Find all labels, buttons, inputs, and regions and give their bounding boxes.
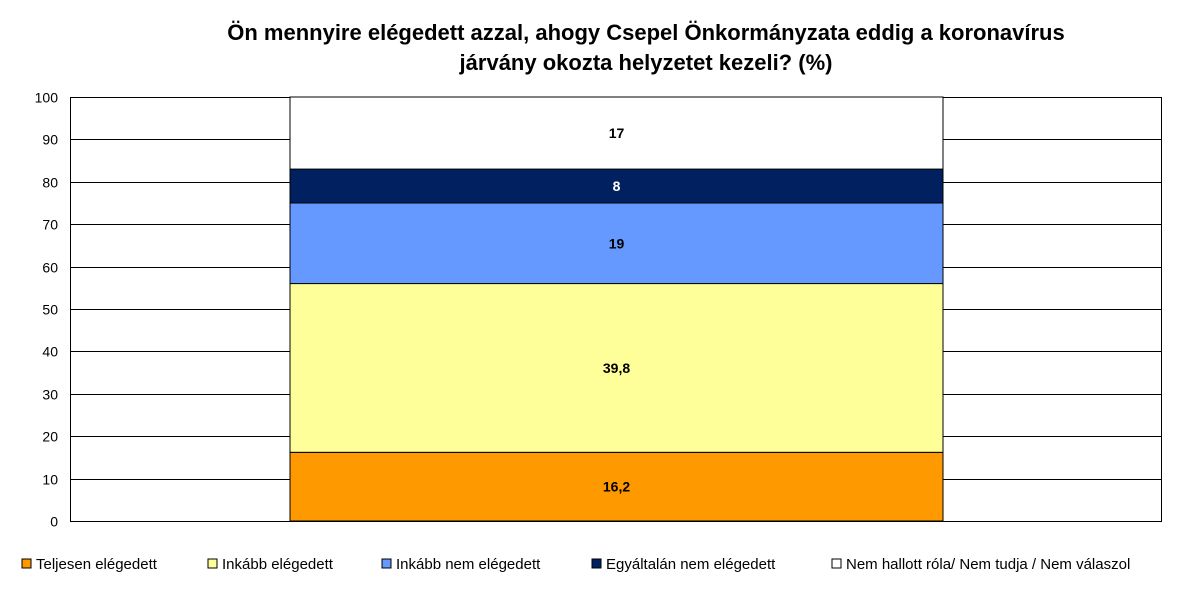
y-axis-tick-labels: 0 10 20 30 40 50 60 70 80 90 100 <box>35 90 59 530</box>
data-label: 8 <box>613 178 621 194</box>
legend-swatch <box>591 558 602 569</box>
y-tick-label: 80 <box>42 175 58 191</box>
stacked-bar: 16,2 39,8 19 8 17 <box>289 96 944 522</box>
legend-label: Inkább nem elégedett <box>396 556 541 573</box>
y-tick-label: 40 <box>42 344 58 360</box>
legend-label: Teljesen elégedett <box>36 556 158 573</box>
y-tick-label: 60 <box>42 260 58 276</box>
y-tick-label: 30 <box>42 387 58 403</box>
chart-title-line-1: Ön mennyire elégedett azzal, ahogy Csepe… <box>227 20 1064 45</box>
y-tick-label: 70 <box>42 217 58 233</box>
chart-title: Ön mennyire elégedett azzal, ahogy Csepe… <box>227 20 1064 75</box>
bar-segment <box>289 168 944 204</box>
legend-label: Egyáltalán nem elégedett <box>606 556 776 573</box>
axes <box>70 97 1162 522</box>
legend-swatch <box>207 558 218 569</box>
legend: Teljesen elégedett Inkább elégedett Inkább… <box>21 556 1130 573</box>
bar-segment <box>289 451 944 522</box>
y-tick-label: 20 <box>42 429 58 445</box>
y-tick-label: 0 <box>50 514 58 530</box>
y-tick-label: 90 <box>42 132 58 148</box>
legend-swatch <box>831 558 842 569</box>
bar-segment <box>289 202 944 285</box>
data-label: 19 <box>609 235 625 251</box>
data-label: 17 <box>609 125 625 141</box>
chart-title-line-2: járvány okozta helyzetet kezeli? (%) <box>459 50 833 75</box>
legend-swatch <box>21 558 32 569</box>
legend-label: Inkább elégedett <box>222 556 334 573</box>
data-label: 39,8 <box>603 360 630 376</box>
y-tick-label: 100 <box>35 90 59 106</box>
data-label: 16,2 <box>603 479 630 495</box>
y-tick-label: 10 <box>42 472 58 488</box>
legend-swatch <box>381 558 392 569</box>
legend-label: Nem hallott róla/ Nem tudja / Nem válasz… <box>846 556 1130 573</box>
bar-segment <box>289 283 944 453</box>
bar-segment <box>289 96 944 170</box>
y-tick-label: 50 <box>42 302 58 318</box>
